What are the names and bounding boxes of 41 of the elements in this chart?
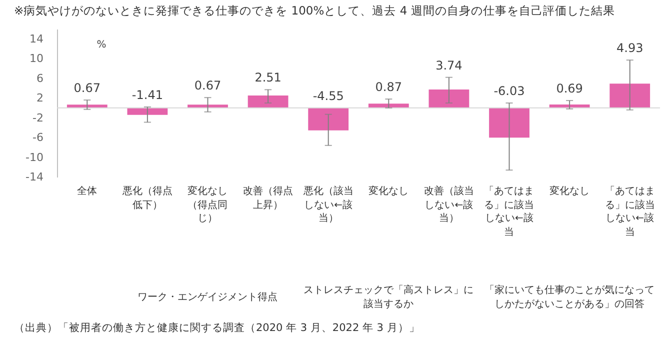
x-tick-label: 改善（得点上昇） xyxy=(242,185,294,212)
x-tick-label: 悪化（該当しない←該当） xyxy=(302,185,354,226)
bar xyxy=(308,108,349,130)
text: ストレスチェックで「高ストレス」に該当するか xyxy=(302,284,475,312)
data-label: 4.93 xyxy=(616,41,644,56)
x-tick-label: 変化なし xyxy=(368,185,410,198)
data-label: 0.87 xyxy=(375,80,402,94)
y-tick-label: 2 xyxy=(36,92,44,105)
data-label: 0.69 xyxy=(556,82,583,96)
y-tick-label: 6 xyxy=(36,72,44,85)
text: 「家にいても仕事のことが気になってしかたがないことがある」の回答 xyxy=(484,284,656,312)
text: ワーク・エンゲイジメント得点 xyxy=(136,291,279,305)
x-tick-label: 変化なし（得点同じ） xyxy=(186,185,229,226)
data-label: 3.74 xyxy=(436,58,462,72)
y-tick-label: 14 xyxy=(30,32,44,46)
x-tick-label: 「あてはまる」に該当しない←該当 xyxy=(604,185,656,239)
data-label: 0.67 xyxy=(74,81,101,96)
bar xyxy=(248,96,288,108)
bar xyxy=(127,108,168,115)
data-label: 0.67 xyxy=(194,78,222,93)
bar xyxy=(489,108,530,138)
x-tick-label: 改善（該当しない←該当） xyxy=(422,185,475,226)
bar xyxy=(428,89,470,108)
data-label: -4.55 xyxy=(312,88,344,103)
x-tick-label: 変化なし xyxy=(548,185,591,198)
data-label: -6.03 xyxy=(494,84,525,98)
y-tick-label: -10 xyxy=(26,150,44,164)
bar xyxy=(610,84,650,108)
x-tick-label: 「あてはまる」に該当しない←該当 xyxy=(483,185,536,239)
x-tick-label: 悪化（得点低下） xyxy=(121,185,174,212)
x-tick-label: 全体 xyxy=(76,185,98,198)
y-tick-label: -14 xyxy=(26,170,44,184)
bar xyxy=(368,104,409,108)
y-axis-title: % xyxy=(96,40,106,50)
chart-title: ※病気やけがのないときに発揮できる仕事のできを 100%として、過去 4 週間の自身の仕事を自己評価した結果 xyxy=(14,4,615,18)
data-label: 2.51 xyxy=(254,70,282,85)
text: （出典）「被用者の働き方と健康に関する調査（2020 年 3 月、2022 年 3 月）」 xyxy=(14,321,420,334)
y-tick-label: -6 xyxy=(32,131,44,144)
data-label: -1.41 xyxy=(132,88,163,102)
y-tick-label: 10 xyxy=(30,52,44,66)
y-tick-label: -2 xyxy=(32,111,44,124)
